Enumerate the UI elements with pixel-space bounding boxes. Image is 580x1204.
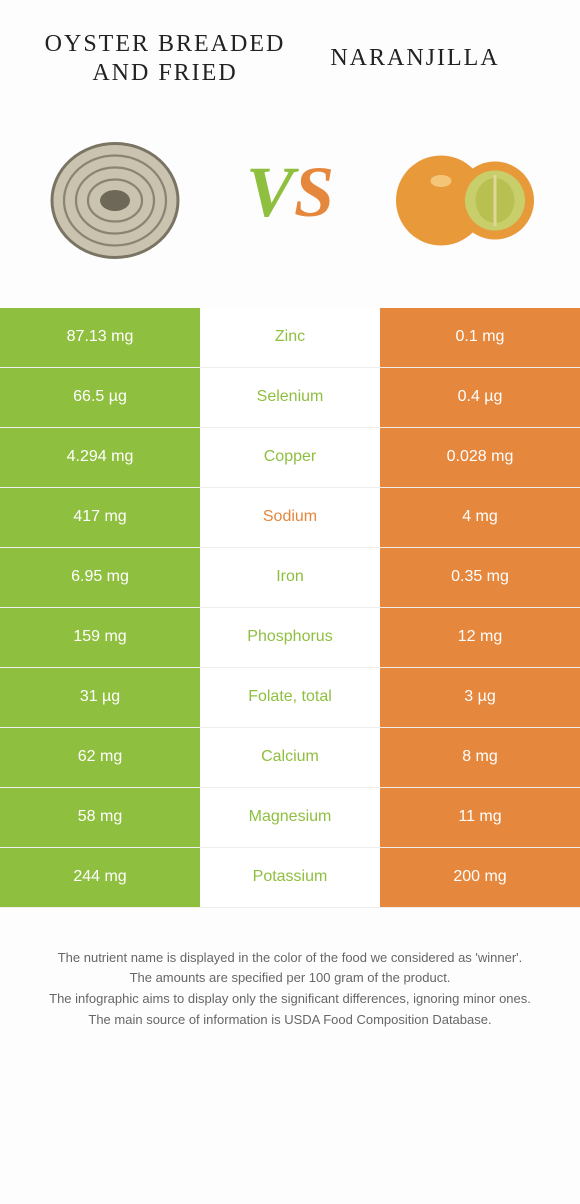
footer-line-3: The infographic aims to display only the… [20, 989, 560, 1010]
header: Oyster breaded and fried Naranjilla [0, 0, 580, 108]
table-row: 31 µgFolate, total3 µg [0, 668, 580, 728]
nutrient-name-cell: Selenium [200, 368, 380, 427]
nutrient-table: 87.13 mgZinc0.1 mg66.5 µgSelenium0.4 µg4… [0, 308, 580, 908]
right-value-cell: 4 mg [380, 488, 580, 547]
left-value-cell: 58 mg [0, 788, 200, 847]
nutrient-name-cell: Magnesium [200, 788, 380, 847]
left-food-title: Oyster breaded and fried [40, 30, 290, 88]
right-value-cell: 0.028 mg [380, 428, 580, 487]
vs-badge: VS [246, 151, 334, 234]
left-value-cell: 244 mg [0, 848, 200, 907]
right-value-cell: 0.1 mg [380, 308, 580, 367]
nutrient-name-cell: Phosphorus [200, 608, 380, 667]
table-row: 244 mgPotassium200 mg [0, 848, 580, 908]
right-value-cell: 0.35 mg [380, 548, 580, 607]
left-value-cell: 31 µg [0, 668, 200, 727]
footer-line-4: The main source of information is USDA F… [20, 1010, 560, 1031]
right-value-cell: 8 mg [380, 728, 580, 787]
nutrient-name-cell: Folate, total [200, 668, 380, 727]
nutrient-name-cell: Iron [200, 548, 380, 607]
table-row: 87.13 mgZinc0.1 mg [0, 308, 580, 368]
left-value-cell: 159 mg [0, 608, 200, 667]
footer-notes: The nutrient name is displayed in the co… [0, 908, 580, 1061]
images-row: VS [0, 108, 580, 308]
left-value-cell: 417 mg [0, 488, 200, 547]
footer-line-2: The amounts are specified per 100 gram o… [20, 968, 560, 989]
table-row: 66.5 µgSelenium0.4 µg [0, 368, 580, 428]
right-value-cell: 3 µg [380, 668, 580, 727]
footer-line-1: The nutrient name is displayed in the co… [20, 948, 560, 969]
table-row: 159 mgPhosphorus12 mg [0, 608, 580, 668]
right-value-cell: 200 mg [380, 848, 580, 907]
right-value-cell: 12 mg [380, 608, 580, 667]
table-row: 4.294 mgCopper0.028 mg [0, 428, 580, 488]
nutrient-name-cell: Calcium [200, 728, 380, 787]
table-row: 58 mgMagnesium11 mg [0, 788, 580, 848]
table-row: 6.95 mgIron0.35 mg [0, 548, 580, 608]
right-food-title: Naranjilla [290, 44, 540, 73]
left-value-cell: 6.95 mg [0, 548, 200, 607]
nutrient-name-cell: Sodium [200, 488, 380, 547]
oyster-image [40, 118, 190, 268]
left-value-cell: 87.13 mg [0, 308, 200, 367]
vs-v-letter: V [246, 151, 294, 234]
left-value-cell: 62 mg [0, 728, 200, 787]
left-value-cell: 66.5 µg [0, 368, 200, 427]
naranjilla-image [390, 118, 540, 268]
vs-s-letter: S [294, 151, 334, 234]
right-value-cell: 11 mg [380, 788, 580, 847]
table-row: 417 mgSodium4 mg [0, 488, 580, 548]
left-value-cell: 4.294 mg [0, 428, 200, 487]
table-row: 62 mgCalcium8 mg [0, 728, 580, 788]
nutrient-name-cell: Zinc [200, 308, 380, 367]
nutrient-name-cell: Potassium [200, 848, 380, 907]
nutrient-name-cell: Copper [200, 428, 380, 487]
right-value-cell: 0.4 µg [380, 368, 580, 427]
infographic-container: Oyster breaded and fried Naranjilla VS [0, 0, 580, 1061]
